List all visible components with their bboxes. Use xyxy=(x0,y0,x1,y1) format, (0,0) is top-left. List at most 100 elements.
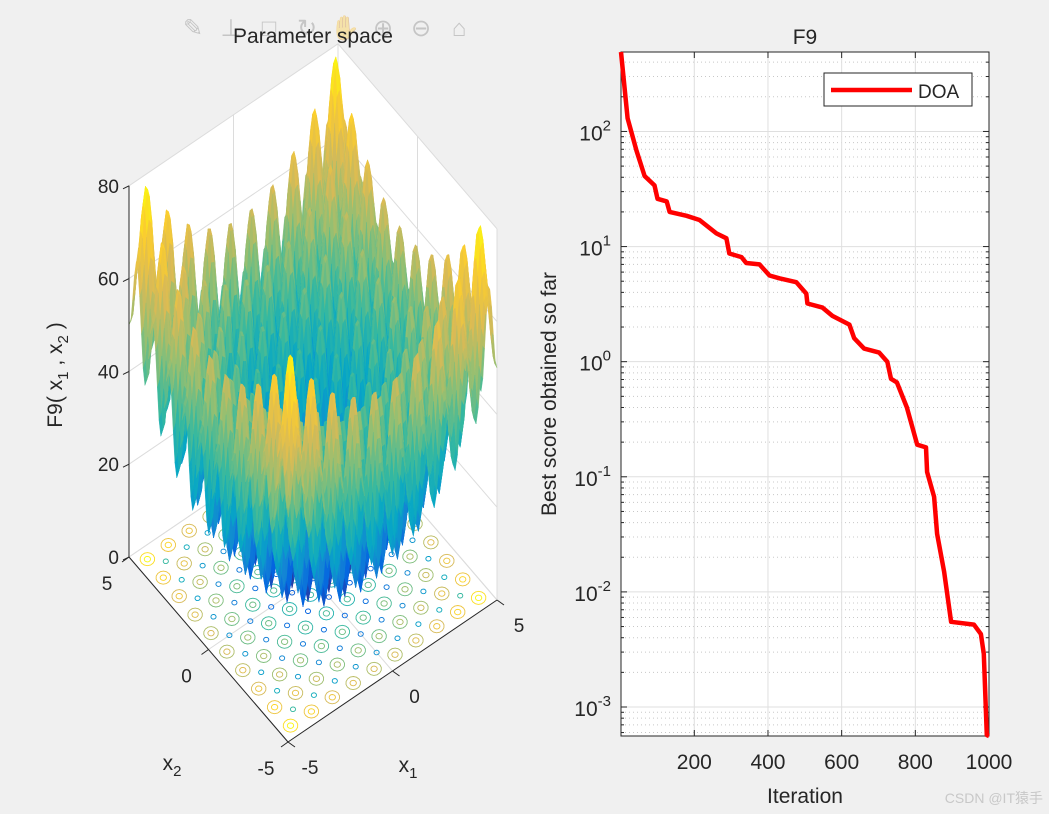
floor-contour xyxy=(235,663,251,678)
floor-contour xyxy=(303,704,320,719)
floor-contour xyxy=(287,685,304,700)
floor-contour xyxy=(265,620,273,627)
floor-contour xyxy=(343,595,351,603)
floor-contour xyxy=(304,608,312,614)
floor-contour xyxy=(242,651,249,657)
floor-contour xyxy=(402,549,418,564)
floor-contour xyxy=(318,606,335,621)
floor-contour xyxy=(388,551,395,558)
floor-contour xyxy=(178,577,185,583)
floor-contour xyxy=(175,592,183,600)
floor-contour xyxy=(367,565,374,572)
floor-contour xyxy=(139,552,156,567)
floor-contour xyxy=(282,718,299,733)
floor-contour xyxy=(176,556,192,571)
floor-contour xyxy=(436,607,443,613)
floor-contour xyxy=(210,614,217,620)
axes-toolbar: ✎ ⊥ □ ↻ ✋ ⊕ ⊖ ⌂ xyxy=(178,14,474,44)
floor-contour xyxy=(404,570,411,576)
floor-contour xyxy=(454,608,462,616)
floor-contour xyxy=(208,593,224,608)
floor-contour xyxy=(219,644,235,659)
floor-contour xyxy=(438,590,446,597)
floor-contour xyxy=(183,544,190,550)
floor-contour xyxy=(289,706,297,713)
floor-contour xyxy=(328,694,336,701)
floor-contour xyxy=(455,572,471,587)
floor-contour xyxy=(420,588,427,595)
floor-contour xyxy=(376,596,392,611)
save-icon[interactable]: □ xyxy=(261,15,277,42)
floor-contour xyxy=(375,632,383,640)
floor-contour xyxy=(228,615,236,623)
floor-contour xyxy=(427,539,435,546)
floor-contour xyxy=(258,669,265,676)
floor-contour xyxy=(159,574,167,581)
floor-contour xyxy=(339,592,355,607)
floor-contour xyxy=(371,629,387,644)
floor-contour xyxy=(294,673,302,680)
floor-contour xyxy=(281,602,298,617)
floor-contour xyxy=(333,661,341,668)
floor-contour xyxy=(271,667,288,682)
zoom-out-icon[interactable]: ⊖ xyxy=(410,15,432,42)
floor-contour xyxy=(412,637,420,644)
floor-contour xyxy=(322,610,330,617)
floor-contour xyxy=(229,579,245,594)
floor-contour xyxy=(378,617,385,623)
floor-contour xyxy=(276,634,293,649)
pan-hand-icon[interactable]: ✋ xyxy=(330,15,360,42)
floor-contour xyxy=(292,653,309,668)
floor-contour xyxy=(160,537,176,552)
floor-contour xyxy=(233,583,241,590)
floor-contour xyxy=(143,555,151,563)
floor-contour xyxy=(260,652,268,660)
floor-contour xyxy=(201,546,209,553)
floor-contour xyxy=(162,558,169,565)
floor-contour xyxy=(423,535,439,550)
zoom-in-icon[interactable]: ⊕ xyxy=(372,15,394,42)
floor-contour xyxy=(164,541,172,549)
floor-contour xyxy=(434,586,450,601)
floor-contour xyxy=(350,643,366,658)
floor-contour xyxy=(240,630,256,645)
floor-contour xyxy=(207,629,215,637)
floor-contour xyxy=(345,676,361,691)
floor-contour xyxy=(381,563,397,578)
floor-contour xyxy=(320,626,327,633)
data-tip-icon[interactable]: ⊥ xyxy=(220,15,242,42)
floor-contour xyxy=(336,645,343,651)
floor-contour xyxy=(334,624,350,639)
brush-icon[interactable]: ✎ xyxy=(182,15,204,42)
floor-contour xyxy=(185,527,193,534)
floor-contour xyxy=(252,585,259,592)
floor-contour xyxy=(284,622,291,629)
floor-contour xyxy=(394,635,401,642)
floor-contour xyxy=(406,553,414,560)
floor-contour xyxy=(439,553,455,568)
floor-contour xyxy=(251,681,267,696)
floor-contour xyxy=(220,548,227,555)
floor-contour xyxy=(261,616,277,631)
floor-contour xyxy=(266,583,282,598)
floor-contour xyxy=(276,671,284,678)
floor-contour xyxy=(417,604,425,611)
floor-contour xyxy=(413,600,429,615)
floor-contour xyxy=(203,626,219,641)
floor-contour xyxy=(213,560,229,575)
floor-contour xyxy=(244,634,252,641)
floor-contour xyxy=(239,666,247,674)
floor-contour xyxy=(226,632,233,639)
floor-contour xyxy=(338,628,346,636)
floor-contour xyxy=(352,663,359,670)
floor-contour xyxy=(399,602,406,609)
floor-contour xyxy=(308,671,325,686)
floor-contour xyxy=(441,574,448,580)
rotate-3d-icon[interactable]: ↻ xyxy=(296,15,318,42)
floor-contour xyxy=(362,598,369,605)
floor-contour xyxy=(397,582,413,597)
floor-contour xyxy=(180,560,188,567)
home-icon[interactable]: ⌂ xyxy=(451,15,467,42)
floor-contour xyxy=(359,614,367,621)
